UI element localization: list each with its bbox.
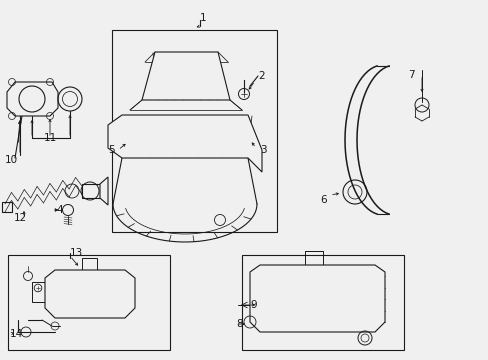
Text: 6: 6 — [319, 195, 326, 205]
Text: 12: 12 — [14, 213, 27, 223]
Polygon shape — [249, 265, 384, 332]
Bar — [82, 258, 97, 270]
Polygon shape — [108, 115, 262, 172]
Bar — [8, 255, 170, 350]
Text: 11: 11 — [44, 133, 57, 143]
Polygon shape — [142, 52, 229, 100]
Text: 4: 4 — [56, 205, 62, 215]
Bar — [305, 251, 323, 265]
Text: 3: 3 — [260, 145, 266, 155]
Text: 2: 2 — [258, 71, 264, 81]
Polygon shape — [100, 177, 108, 205]
Text: 1: 1 — [200, 13, 206, 23]
Bar — [242, 255, 403, 350]
Text: 13: 13 — [70, 248, 83, 258]
Text: 5: 5 — [108, 145, 115, 155]
Text: 9: 9 — [249, 300, 256, 310]
Text: 7: 7 — [407, 70, 414, 80]
Bar — [32, 282, 46, 302]
Polygon shape — [45, 270, 135, 318]
Polygon shape — [7, 82, 58, 116]
Text: 10: 10 — [5, 155, 18, 165]
Text: 8: 8 — [236, 319, 242, 329]
Text: 14: 14 — [10, 329, 23, 339]
Bar — [112, 30, 276, 232]
